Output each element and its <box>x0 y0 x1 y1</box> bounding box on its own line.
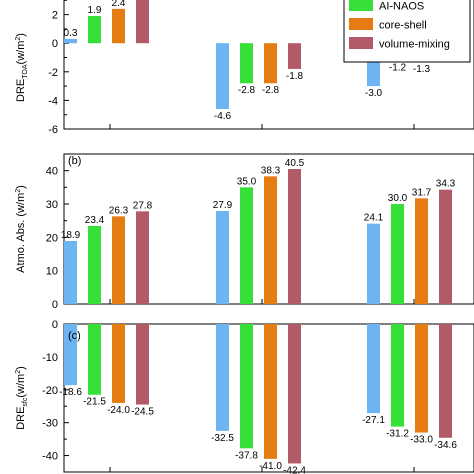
y-tick-label: -4 <box>48 95 58 107</box>
bar-AI-NAOS-group-2 <box>240 324 253 449</box>
data-label: -42.4 <box>283 465 306 474</box>
legend-label-volume-mixing: volume-mixing <box>379 39 450 51</box>
data-label: -27.1 <box>362 415 385 426</box>
panel-label: (c) <box>68 330 81 342</box>
y-tick-label: 30 <box>46 199 58 211</box>
y-tick-label: 10 <box>46 266 58 278</box>
data-label: 0.3 <box>64 28 78 39</box>
data-label: -34.6 <box>434 440 457 451</box>
bar-AI-NAOS-group-3 <box>391 324 404 427</box>
data-label: -31.2 <box>386 429 409 440</box>
legend: AI-NAOS core-shell volume-mixing <box>343 0 471 63</box>
panel-label: (b) <box>68 155 81 167</box>
bar-volume-mixing-group-1 <box>136 324 149 405</box>
bar-unnamed-group-2 <box>216 211 229 304</box>
data-label: 23.4 <box>85 215 105 226</box>
data-label: 38.3 <box>261 165 281 176</box>
data-label: 27.8 <box>133 200 153 211</box>
data-label: -37.8 <box>235 450 258 461</box>
bar-volume-mixing-group-2 <box>288 324 301 464</box>
y-tick-label: -20 <box>42 385 58 397</box>
bar-unnamed-group-3 <box>367 223 380 304</box>
y-tick-label: -2 <box>48 67 58 79</box>
bar-AI-NAOS-group-3 <box>391 204 404 304</box>
bar-AI-NAOS-group-1 <box>88 16 101 44</box>
data-label: 26.3 <box>109 205 129 216</box>
bar-unnamed-group-3 <box>367 324 380 414</box>
bar-core-shell-group-2 <box>264 176 277 304</box>
data-label: 40.5 <box>285 158 305 169</box>
data-label: 1.9 <box>88 5 102 16</box>
chart-panel-2: 0 10 20 30 40 18.9 27.9 24.1 23.4 35.0 30.0 26.3 38.… <box>15 153 474 311</box>
bar-core-shell-group-2 <box>264 324 277 459</box>
data-label: 18.9 <box>61 230 81 241</box>
y-axis-label: DREsfc(w/m2) <box>15 366 29 430</box>
legend-swatch-core-shell <box>349 18 373 30</box>
data-label: -32.5 <box>211 433 234 444</box>
bar-unnamed-group-1 <box>64 38 77 44</box>
y-tick-label: -6 <box>48 124 58 136</box>
data-label: -4.6 <box>214 111 232 122</box>
data-label: -2.8 <box>238 85 256 96</box>
data-label: 34.3 <box>436 179 456 190</box>
bar-unnamed-group-1 <box>64 324 77 386</box>
y-tick-label: -10 <box>42 352 58 364</box>
legend-label-AI-NAOS: AI-NAOS <box>379 1 424 13</box>
bar-unnamed-group-2 <box>216 43 229 109</box>
bar-volume-mixing-group-2 <box>288 43 301 69</box>
data-label: 31.7 <box>412 187 432 198</box>
data-label: 30.0 <box>388 193 408 204</box>
bar-core-shell-group-3 <box>415 198 428 304</box>
y-tick-label: 2 <box>52 10 58 22</box>
y-axis-label: DRETOA(w/m2) <box>15 33 29 102</box>
data-label: -1.8 <box>286 71 304 82</box>
data-label: -2.8 <box>262 85 280 96</box>
bar-volume-mixing-group-3 <box>439 189 452 304</box>
data-label: -1.3 <box>413 64 431 75</box>
y-tick-label: 0 <box>52 38 58 50</box>
data-label: -24.5 <box>131 407 154 418</box>
legend-swatch-volume-mixing <box>349 37 373 49</box>
data-label: -33.0 <box>410 435 433 446</box>
bar-core-shell-group-3 <box>415 324 428 433</box>
bar-AI-NAOS-group-2 <box>240 187 253 304</box>
data-label: 35.0 <box>237 176 257 187</box>
bar-volume-mixing-group-1 <box>136 0 149 44</box>
data-label: -1.2 <box>389 62 407 73</box>
legend-swatch-AI-NAOS <box>349 0 373 11</box>
data-label: -21.5 <box>83 397 106 408</box>
y-tick-label: 40 <box>46 166 58 178</box>
data-label: -41.0 <box>259 461 282 472</box>
bar-volume-mixing-group-2 <box>288 169 301 304</box>
bar-core-shell-group-1 <box>112 216 125 304</box>
bar-AI-NAOS-group-1 <box>88 226 101 304</box>
bar-unnamed-group-1 <box>64 241 77 304</box>
data-label: -18.6 <box>59 387 82 398</box>
bar-core-shell-group-1 <box>112 8 125 44</box>
data-label: 2.4 <box>112 0 126 9</box>
y-tick-label: 0 <box>52 299 58 311</box>
chart-panel-3: -40 -30 -20 -10 0 -18.6 -32.5 -27.1 -21.5 -37.8 -3… <box>15 319 474 474</box>
y-tick-label: 0 <box>52 319 58 331</box>
bar-core-shell-group-2 <box>264 43 277 84</box>
data-label: 27.9 <box>213 200 233 211</box>
y-axis-label: Atmo. Abs. (w/m2) <box>15 185 27 273</box>
y-tick-label: -30 <box>42 418 58 430</box>
data-label: -3.0 <box>365 88 383 99</box>
bar-core-shell-group-1 <box>112 324 125 403</box>
bar-volume-mixing-group-3 <box>439 324 452 438</box>
bar-volume-mixing-group-1 <box>136 211 149 304</box>
data-label: 24.1 <box>364 213 384 224</box>
y-tick-label: -40 <box>42 451 58 463</box>
legend-label-core-shell: core-shell <box>379 20 427 32</box>
y-tick-label: 20 <box>46 232 58 244</box>
bar-AI-NAOS-group-1 <box>88 324 101 395</box>
data-label: -24.0 <box>107 405 130 416</box>
bar-unnamed-group-2 <box>216 324 229 431</box>
bar-AI-NAOS-group-2 <box>240 43 253 84</box>
